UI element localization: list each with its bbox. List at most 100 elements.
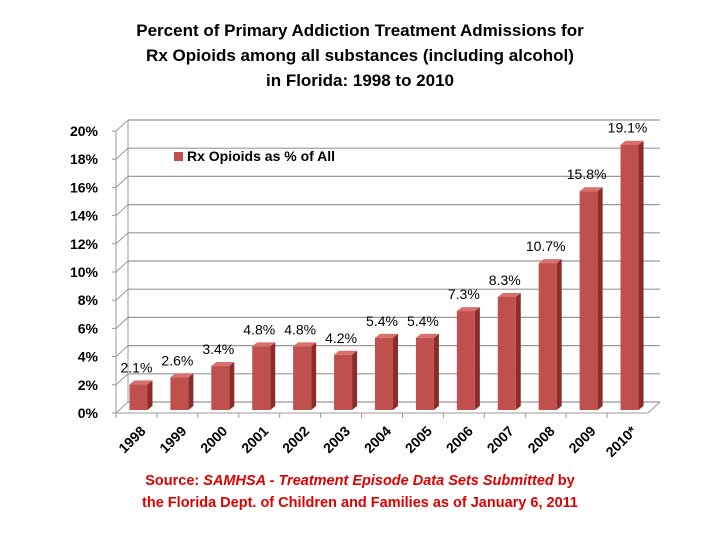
- x-tick-label: 2001: [238, 423, 271, 456]
- x-tick-label: 2004: [361, 423, 394, 456]
- bar-top: [170, 373, 194, 378]
- bar: [170, 377, 189, 410]
- source-line-2: the Florida Dept. of Children and Famili…: [142, 495, 578, 511]
- y-tick-label: 20%: [70, 123, 99, 139]
- source-suffix: by: [553, 473, 575, 489]
- title-line-2: Rx Opioids among all substances (includi…: [146, 46, 574, 65]
- legend-label: Rx Opioids as % of All: [187, 148, 335, 164]
- data-label: 15.8%: [567, 166, 607, 182]
- bar-side: [270, 342, 276, 410]
- data-label: 3.4%: [202, 341, 234, 357]
- bar: [538, 263, 557, 410]
- y-tick-label: 0%: [78, 405, 99, 421]
- data-label: 4.8%: [284, 321, 316, 337]
- bar-side: [638, 140, 644, 410]
- bar: [252, 346, 271, 410]
- data-label: 4.2%: [325, 330, 357, 346]
- bar-top: [579, 187, 603, 192]
- bar: [415, 337, 434, 410]
- title-line-1: Percent of Primary Addiction Treatment A…: [136, 21, 584, 40]
- bar-chart: 0% 2% 4% 6% 8% 10% 12% 14% 16% 18% 20% Rx Opioids a…: [70, 119, 661, 460]
- y-tick-label: 10%: [70, 264, 99, 280]
- bar-top: [497, 292, 521, 297]
- y-tick-label: 8%: [78, 292, 99, 308]
- y-tick-label: 14%: [70, 208, 99, 224]
- bar-top: [620, 140, 644, 145]
- x-tick-label: 2006: [443, 423, 476, 456]
- data-label: 7.3%: [448, 286, 480, 302]
- bar-side: [597, 187, 603, 410]
- bar: [211, 366, 230, 410]
- y-tick-label: 12%: [70, 236, 99, 252]
- bar-side: [393, 333, 398, 410]
- gridline-depth: [115, 317, 129, 329]
- x-tick-label: 2007: [484, 423, 517, 456]
- chart-title: Percent of Primary Addiction Treatment A…: [0, 18, 720, 93]
- source-note: Source: SAMHSA - Treatment Episode Data …: [0, 470, 720, 514]
- data-label: 10.7%: [526, 238, 566, 254]
- bar-top: [456, 307, 480, 312]
- bar-side: [515, 292, 521, 410]
- gridline-depth: [115, 401, 129, 414]
- gridline-depth: [115, 288, 129, 301]
- bar: [456, 311, 475, 410]
- data-label: 19.1%: [608, 120, 648, 136]
- y-tick-label: 16%: [70, 179, 99, 195]
- x-tick-label: 2009: [565, 423, 598, 456]
- title-line-3: in Florida: 1998 to 2010: [265, 71, 454, 90]
- bar: [497, 296, 516, 410]
- bar-top: [129, 380, 153, 385]
- source-italic: SAMHSA - Treatment Episode Data Sets Sub…: [203, 473, 554, 489]
- gridline-depth: [115, 147, 129, 160]
- bar-top: [375, 333, 398, 338]
- bar-top: [293, 342, 317, 347]
- x-tick-label: 1999: [156, 423, 189, 456]
- bar-top: [334, 350, 358, 355]
- gridline-depth: [115, 176, 129, 188]
- data-label: 5.4%: [366, 313, 398, 329]
- gridline-depth: [115, 260, 129, 273]
- y-tick-label: 6%: [78, 320, 99, 336]
- gridline-depth: [115, 119, 129, 132]
- bar-side: [474, 307, 480, 410]
- bar-side: [556, 259, 562, 410]
- bar: [293, 346, 312, 410]
- y-tick-label: 4%: [78, 349, 99, 365]
- x-tick-label: 2000: [197, 423, 230, 456]
- y-tick-label: 2%: [78, 377, 99, 393]
- gridline-depth: [115, 345, 129, 357]
- data-label: 4.8%: [243, 321, 275, 337]
- bar: [334, 354, 353, 410]
- gridline-depth: [115, 232, 129, 245]
- bar-side: [311, 342, 317, 410]
- bar: [579, 191, 598, 410]
- data-label: 5.4%: [407, 313, 439, 329]
- bar-top: [538, 259, 562, 264]
- gridline-depth: [115, 373, 129, 386]
- x-tick-label: 2010*: [602, 422, 640, 460]
- bar: [620, 144, 639, 410]
- bar-side: [433, 333, 439, 410]
- floor-edge: [647, 401, 661, 414]
- bar-top: [415, 333, 439, 338]
- y-tick-label: 18%: [70, 151, 99, 167]
- x-tick-label: 2005: [402, 423, 435, 456]
- source-prefix: Source:: [145, 473, 204, 489]
- legend-swatch: [174, 152, 183, 161]
- bar: [129, 384, 148, 410]
- bar-top: [211, 362, 235, 367]
- data-label: 2.1%: [121, 359, 153, 375]
- x-tick-label: 1998: [115, 423, 148, 456]
- bar: [375, 337, 393, 410]
- bar-side: [188, 373, 194, 410]
- x-tick-label: 2002: [279, 423, 312, 456]
- data-label: 2.6%: [161, 352, 193, 368]
- bar-side: [229, 362, 235, 410]
- data-label: 8.3%: [489, 272, 521, 288]
- bar-side: [147, 380, 153, 410]
- bar-top: [252, 342, 276, 347]
- x-tick-label: 2008: [524, 423, 557, 456]
- gridline-depth: [115, 204, 129, 216]
- bar-side: [352, 350, 358, 410]
- x-tick-label: 2003: [320, 423, 353, 456]
